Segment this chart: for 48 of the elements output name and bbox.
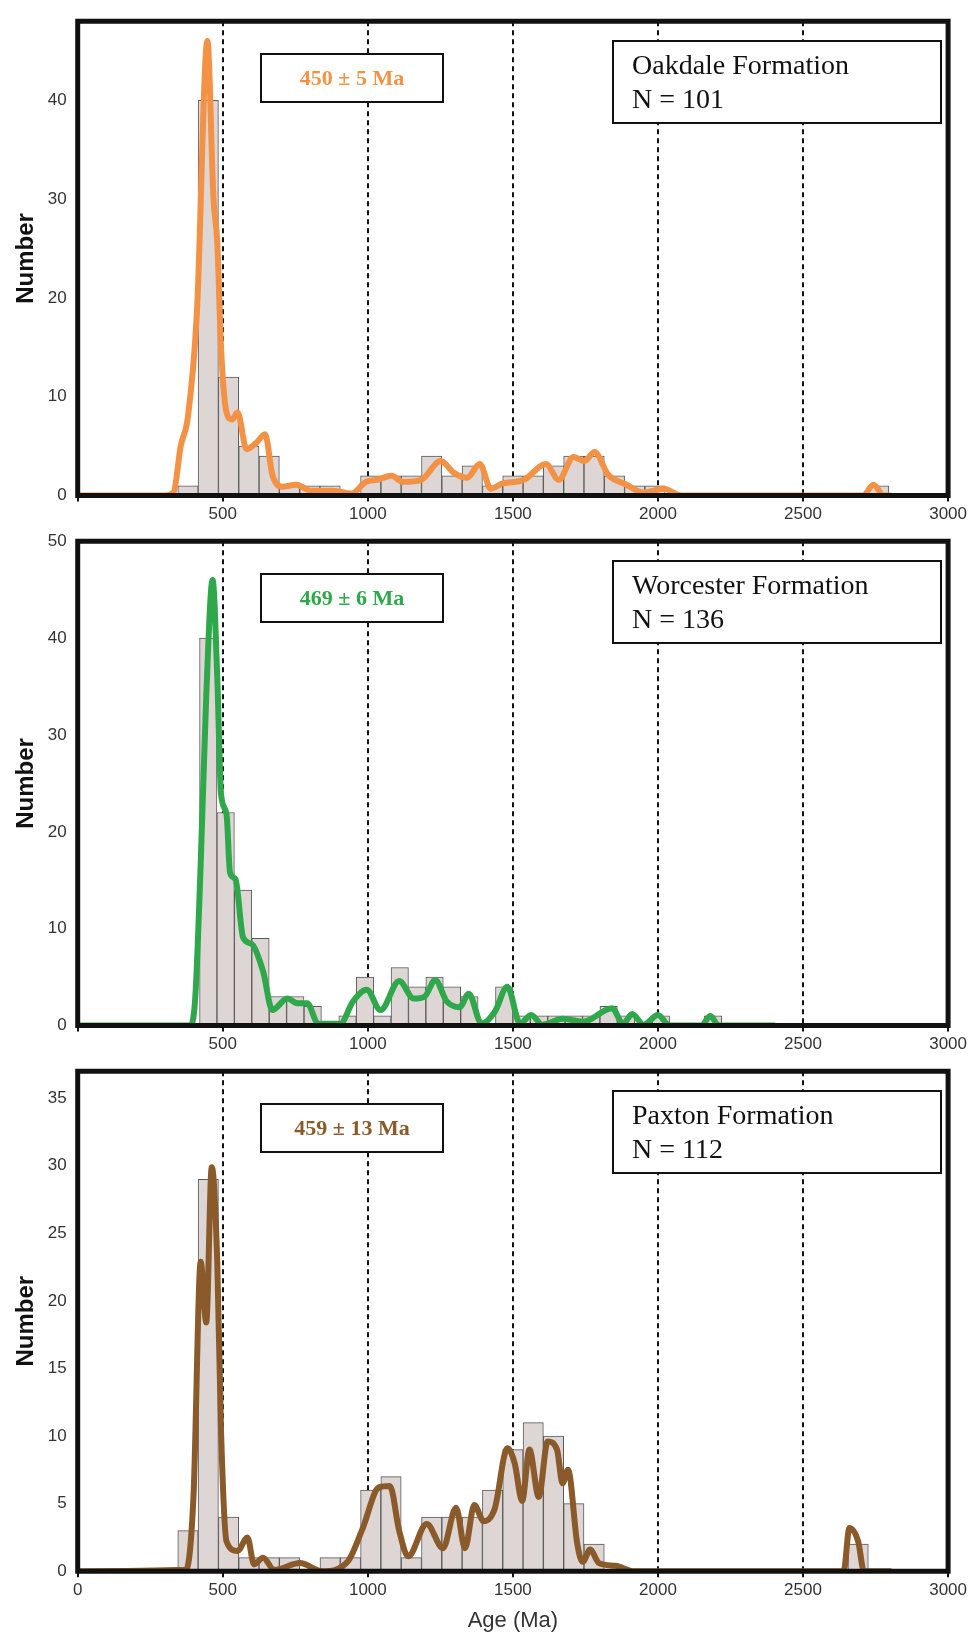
- x-tick-label: 2000: [639, 1034, 677, 1054]
- x-tick-label: 0: [72, 1580, 83, 1600]
- y-tick-label: 40: [47, 627, 67, 647]
- x-axis-title: Age (Ma): [467, 1606, 559, 1632]
- x-tick-label: 3000: [929, 504, 967, 524]
- y-tick-label: 15: [47, 1358, 67, 1378]
- text-box: Oakdale Formation N = 101: [612, 40, 942, 124]
- x-tick-label: 2000: [639, 504, 677, 524]
- y-tick-label: 10: [47, 1425, 67, 1445]
- y-tick-label: 35: [47, 1087, 67, 1107]
- y-tick-label: 25: [47, 1223, 67, 1243]
- x-tick-label: 1000: [348, 1580, 387, 1600]
- x-tick-label: 1000: [348, 1034, 387, 1054]
- text-box: 459 ± 13 Ma: [260, 1103, 444, 1153]
- y-tick-label: 0: [57, 1015, 67, 1035]
- x-tick-label: 2500: [784, 504, 822, 524]
- x-tick-label: 1500: [493, 504, 532, 524]
- text-box: 450 ± 5 Ma: [260, 53, 444, 103]
- x-tick-label: 500: [208, 1580, 237, 1600]
- x-tick-label: 3000: [929, 1034, 967, 1054]
- x-tick-label: 2000: [639, 1580, 677, 1600]
- x-tick-label: 500: [208, 504, 237, 524]
- y-tick-label: 10: [47, 386, 67, 406]
- y-tick-label: 5: [57, 1493, 67, 1513]
- y-axis-title: Number: [11, 1275, 39, 1367]
- x-tick-label: 1500: [493, 1580, 532, 1600]
- y-tick-label: 30: [47, 724, 67, 744]
- x-tick-label: 2500: [784, 1580, 822, 1600]
- y-tick-label: 50: [47, 530, 67, 550]
- y-tick-label: 20: [47, 287, 67, 307]
- text-box: Worcester Formation N = 136: [612, 560, 942, 644]
- text-box: 469 ± 6 Ma: [260, 573, 444, 623]
- y-axis-title: Number: [11, 213, 39, 304]
- y-tick-label: 0: [57, 485, 67, 505]
- x-tick-label: 1500: [493, 1034, 532, 1054]
- x-tick-label: 3000: [929, 1580, 967, 1600]
- x-tick-label: 2500: [784, 1034, 822, 1054]
- x-tick-label: 500: [208, 1034, 237, 1054]
- y-tick-label: 20: [47, 1290, 67, 1310]
- x-tick-label: 1000: [348, 504, 387, 524]
- text-box: Paxton Formation N = 112: [612, 1090, 942, 1174]
- y-tick-label: 20: [47, 821, 67, 841]
- y-tick-label: 10: [47, 918, 67, 938]
- y-axis-title: Number: [11, 738, 39, 829]
- y-tick-label: 30: [47, 1155, 67, 1175]
- y-tick-label: 40: [47, 89, 67, 109]
- y-tick-label: 30: [47, 188, 67, 208]
- y-tick-label: 0: [57, 1560, 67, 1580]
